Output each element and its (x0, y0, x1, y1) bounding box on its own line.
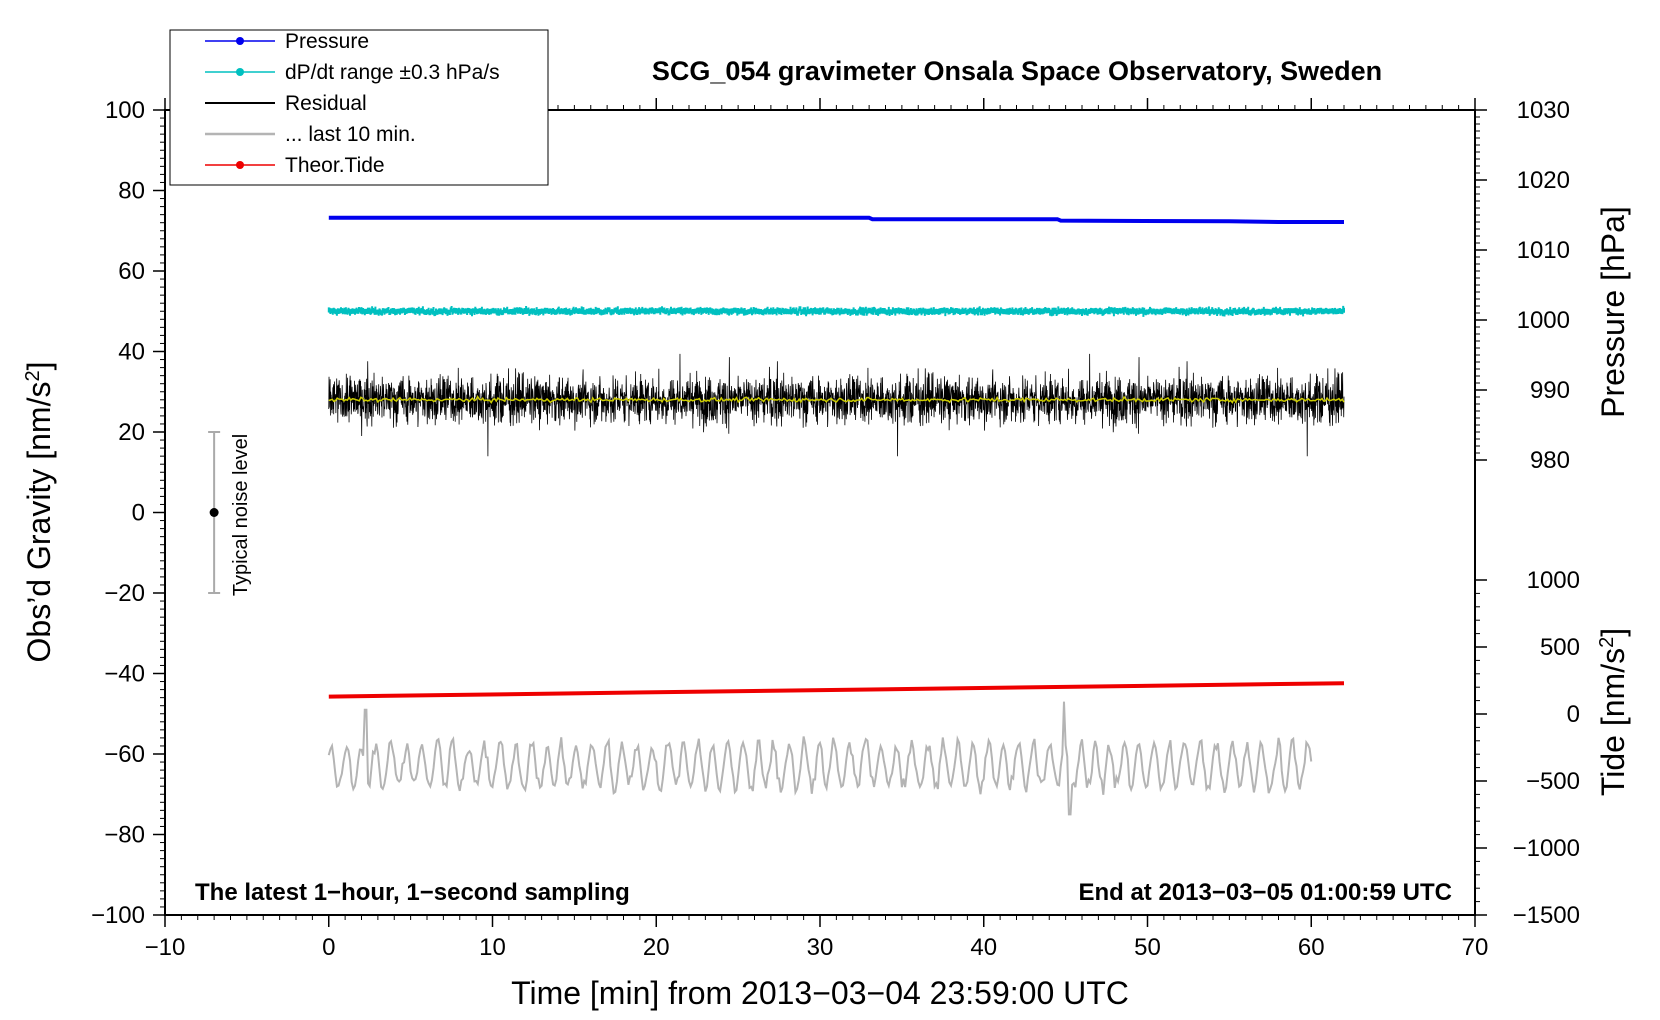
x-tick-label: 0 (322, 934, 335, 961)
pressure-tick-label: 980 (1530, 447, 1570, 474)
series-tide-line (328, 681, 1345, 699)
y-axis-title-gravity-main: Obs’d Gravity [nm/s (21, 382, 57, 663)
noise-bar-center-point (209, 508, 219, 517)
y-axis-title-tide-main: Tide [nm/s (1595, 648, 1631, 796)
y-tick-label: 80 (118, 178, 145, 205)
y-tick-label: −80 (104, 822, 145, 849)
legend-frame (169, 29, 549, 186)
x-tick-label: 60 (1298, 934, 1325, 961)
axes-layer: −10 0 10 20 30 40 50 60 70−100−80−60−40−20020406… (91, 97, 1580, 961)
tide-tick-label: −500 (1526, 768, 1580, 795)
tide-tick-label: 1000 (1527, 567, 1580, 594)
x-tick-label: −10 (145, 934, 186, 961)
y-axis-title-tide: Tide [nm/s2] (1595, 628, 1631, 796)
y-tick-label: 40 (118, 339, 145, 366)
x-tick-label: 50 (1134, 934, 1161, 961)
plot-content (208, 215, 1345, 816)
y-tick-label: −60 (104, 741, 145, 768)
tide-tick-label: 0 (1567, 701, 1580, 728)
chart-title: SCG_054 gravimeter Onsala Space Observat… (652, 56, 1382, 86)
pressure-tick-label: 1030 (1517, 97, 1570, 124)
pressure-tick-label: 1010 (1517, 237, 1570, 264)
pressure-tick-label: 1000 (1517, 307, 1570, 334)
series-residual-line (328, 353, 1345, 457)
series-residual-smoothed (328, 395, 1345, 405)
series-last10-line (327, 701, 1313, 816)
series-pressure-line (328, 215, 1344, 224)
tide-tick-label: 500 (1540, 634, 1580, 661)
x-axis-title: Time [min] from 2013−03−04 23:59:00 UTC (511, 975, 1129, 1011)
y-axis-title-pressure: Pressure [hPa] (1595, 206, 1631, 418)
series-dpdt-band (327, 305, 1345, 317)
y-axis-title-gravity-tail: ] (21, 362, 57, 371)
x-tick-label: 40 (970, 934, 997, 961)
legend-marker-pressure (236, 37, 244, 45)
x-tick-label: 70 (1462, 934, 1489, 961)
y-tick-label: −100 (91, 902, 145, 929)
x-tick-label: 30 (807, 934, 834, 961)
tide-tick-label: −1500 (1513, 902, 1580, 929)
plot-frame (164, 109, 1476, 916)
y-tick-label: 100 (105, 97, 145, 124)
pressure-tick-label: 1020 (1517, 167, 1570, 194)
annotation-end-time: End at 2013−03−05 01:00:59 UTC (1078, 879, 1452, 906)
legend: Pressure dP/dt range ±0.3 hPa/s Residual… (169, 29, 549, 186)
y-tick-label: 0 (132, 500, 145, 527)
y-axis-title-gravity-sup: 2 (22, 370, 44, 381)
annotation-latest-hour: The latest 1−hour, 1−second sampling (195, 879, 630, 906)
y-tick-label: 20 (118, 419, 145, 446)
x-tick-label: 10 (479, 934, 506, 961)
noise-level-label: Typical noise level (230, 434, 252, 596)
y-axis-title-tide-sup: 2 (1596, 637, 1618, 648)
y-tick-label: −20 (104, 580, 145, 607)
y-tick-label: −40 (104, 661, 145, 688)
y-axis-title-gravity: Obs’d Gravity [nm/s2] (21, 362, 57, 663)
legend-marker-dpdt (236, 68, 244, 76)
legend-label-pressure: Pressure (285, 30, 369, 53)
y-tick-label: 60 (118, 258, 145, 285)
legend-label-last10: ... last 10 min. (285, 123, 416, 146)
pressure-tick-label: 990 (1530, 377, 1570, 404)
legend-marker-tide (236, 161, 244, 169)
x-tick-label: 20 (643, 934, 670, 961)
y-axis-title-tide-tail: ] (1595, 628, 1631, 637)
legend-label-dpdt: dP/dt range ±0.3 hPa/s (285, 61, 500, 84)
legend-label-residual: Residual (285, 92, 367, 115)
tide-tick-label: −1000 (1513, 835, 1580, 862)
legend-label-tide: Theor.Tide (285, 154, 385, 177)
